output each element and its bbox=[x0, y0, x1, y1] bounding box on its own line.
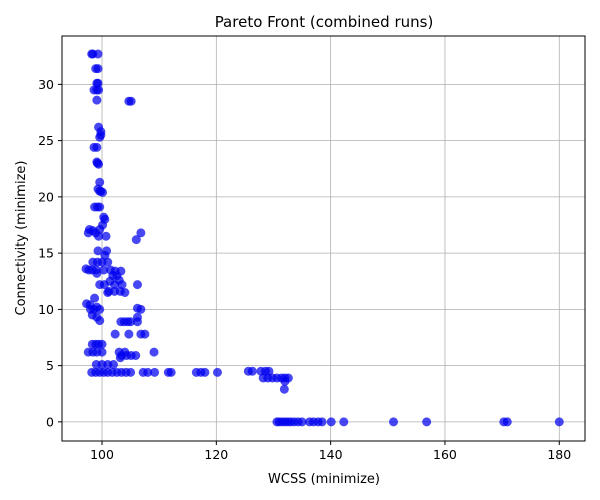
data-point bbox=[150, 367, 160, 377]
plot-frame bbox=[61, 35, 586, 442]
y-tick-label: 15 bbox=[38, 246, 54, 261]
data-point bbox=[103, 257, 113, 267]
data-point bbox=[132, 317, 142, 327]
data-point bbox=[326, 417, 336, 427]
data-point bbox=[200, 367, 210, 377]
data-point bbox=[212, 367, 222, 377]
data-point bbox=[264, 366, 274, 376]
data-point bbox=[103, 288, 113, 297]
data-point bbox=[108, 360, 118, 369]
data-point bbox=[93, 78, 103, 88]
y-tick-label: 25 bbox=[38, 133, 54, 148]
data-point bbox=[317, 417, 327, 427]
data-point bbox=[95, 177, 105, 187]
data-point bbox=[131, 235, 141, 245]
y-tick-label: 30 bbox=[38, 77, 54, 92]
data-point bbox=[136, 304, 146, 314]
data-point bbox=[93, 49, 103, 59]
data-point bbox=[92, 268, 102, 278]
data-point bbox=[92, 95, 102, 105]
y-tick-label: 20 bbox=[38, 189, 54, 204]
data-point bbox=[247, 366, 257, 376]
data-point bbox=[132, 280, 142, 290]
y-axis-ticks: 0 5 10 15 20 25 30 bbox=[38, 77, 62, 429]
data-point bbox=[339, 417, 349, 427]
data-point bbox=[83, 228, 93, 238]
data-point bbox=[94, 231, 104, 241]
x-axis-label: WCSS (minimize) bbox=[268, 472, 380, 487]
x-tick-label: 100 bbox=[90, 447, 114, 462]
data-point bbox=[140, 329, 150, 339]
data-point bbox=[117, 280, 127, 290]
data-point bbox=[279, 384, 289, 394]
data-point bbox=[115, 353, 125, 363]
x-tick-label: 180 bbox=[547, 447, 571, 462]
data-point bbox=[94, 85, 104, 95]
x-tick-label: 160 bbox=[433, 447, 457, 462]
data-point bbox=[95, 304, 105, 314]
y-axis-label: Connectivity (minimize) bbox=[14, 161, 29, 316]
data-point bbox=[124, 329, 134, 339]
data-point bbox=[110, 280, 120, 290]
data-point bbox=[422, 417, 432, 427]
data-point bbox=[554, 417, 564, 427]
data-point bbox=[97, 347, 107, 357]
data-point bbox=[110, 329, 120, 339]
x-tick-label: 140 bbox=[319, 447, 343, 462]
data-point bbox=[99, 265, 109, 275]
data-point bbox=[166, 367, 176, 377]
data-point bbox=[136, 228, 146, 238]
chart-title: Pareto Front (combined runs) bbox=[215, 13, 434, 31]
data-point bbox=[131, 351, 141, 360]
data-point bbox=[94, 159, 104, 169]
data-point bbox=[95, 132, 105, 142]
data-point bbox=[126, 317, 136, 327]
data-point bbox=[93, 246, 103, 256]
data-point bbox=[297, 417, 307, 427]
data-point bbox=[95, 202, 105, 212]
data-point bbox=[99, 280, 109, 290]
data-point bbox=[95, 316, 105, 326]
data-point bbox=[98, 187, 108, 197]
data-point bbox=[143, 367, 153, 377]
data-point bbox=[100, 250, 110, 260]
data-point bbox=[90, 293, 100, 303]
y-tick-label: 10 bbox=[38, 302, 54, 317]
y-tick-label: 0 bbox=[46, 414, 54, 429]
y-tick-label: 5 bbox=[46, 358, 54, 373]
data-points bbox=[81, 49, 564, 427]
data-point bbox=[120, 288, 130, 297]
data-point bbox=[92, 142, 102, 152]
x-tick-label: 120 bbox=[204, 447, 228, 462]
data-point bbox=[101, 231, 111, 241]
data-point bbox=[280, 376, 290, 386]
data-point bbox=[389, 417, 399, 427]
data-point bbox=[126, 96, 136, 106]
data-point bbox=[149, 347, 159, 357]
data-point bbox=[126, 367, 136, 377]
data-point bbox=[97, 339, 107, 349]
x-axis-ticks: 100 120 140 160 180 bbox=[90, 441, 571, 462]
data-point bbox=[93, 64, 103, 74]
data-point bbox=[502, 417, 512, 427]
